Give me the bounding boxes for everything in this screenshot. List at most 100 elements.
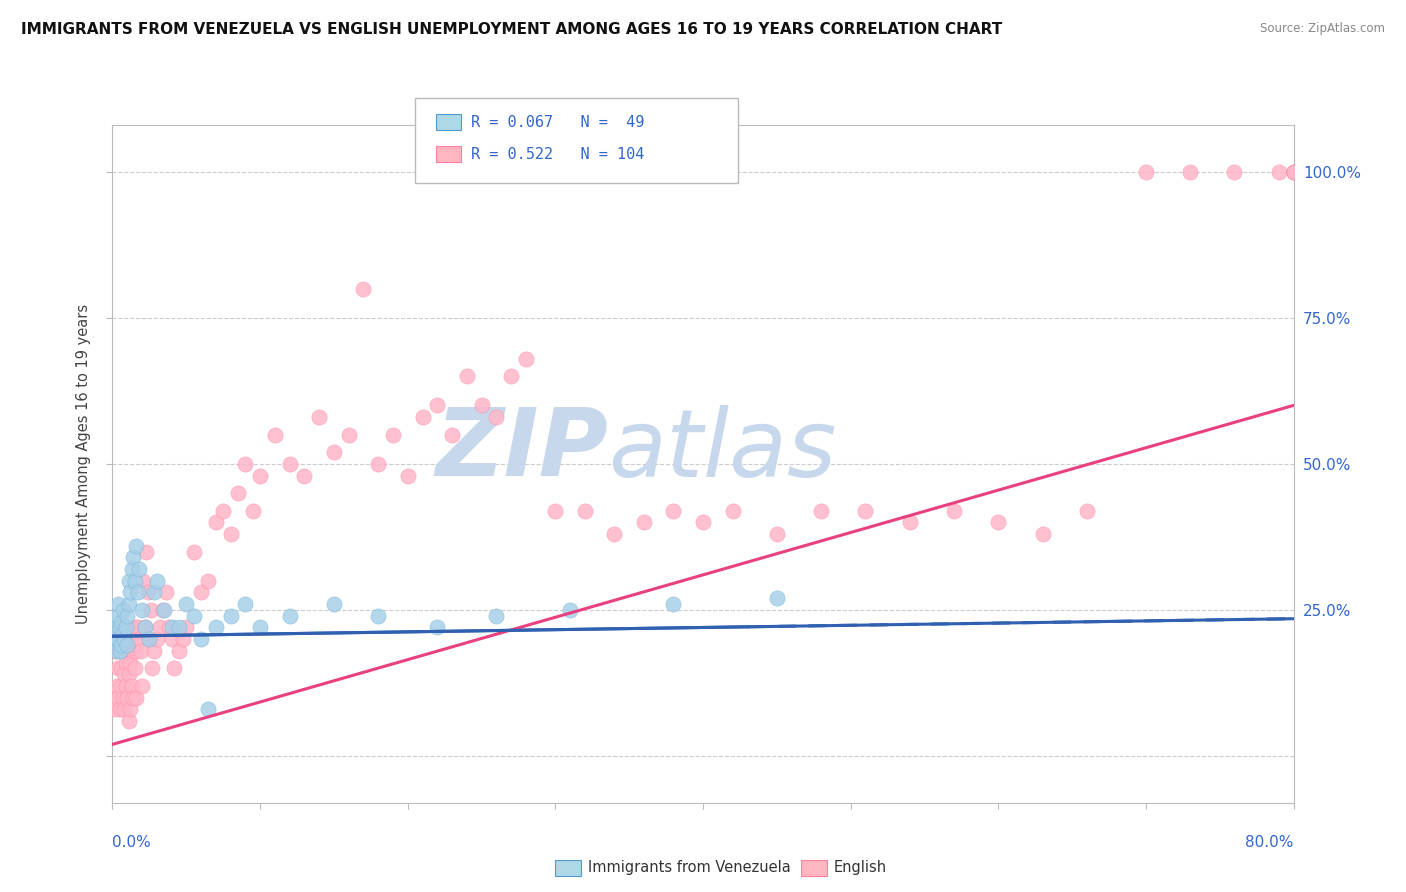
- Point: [146, 574, 169, 588]
- Point: [212, 503, 235, 517]
- Point: [152, 603, 174, 617]
- Point: [153, 603, 176, 617]
- Point: [396, 468, 419, 483]
- Point: [155, 585, 177, 599]
- Point: [633, 516, 655, 530]
- Point: [127, 620, 149, 634]
- Point: [125, 644, 148, 658]
- Point: [104, 702, 127, 716]
- Point: [810, 503, 832, 517]
- Point: [121, 632, 143, 647]
- Point: [120, 702, 142, 716]
- Point: [1282, 164, 1305, 178]
- Point: [219, 608, 242, 623]
- Point: [233, 457, 256, 471]
- Point: [205, 620, 228, 634]
- Point: [692, 516, 714, 530]
- Point: [987, 516, 1010, 530]
- Point: [118, 667, 141, 681]
- Point: [117, 690, 138, 705]
- Point: [264, 427, 287, 442]
- Point: [163, 661, 186, 675]
- Point: [131, 603, 153, 617]
- Point: [122, 690, 145, 705]
- Point: [219, 527, 242, 541]
- Point: [122, 550, 145, 565]
- Point: [118, 597, 141, 611]
- Point: [128, 562, 150, 576]
- Point: [105, 644, 128, 658]
- Point: [323, 445, 346, 459]
- Point: [721, 503, 744, 517]
- Point: [558, 603, 582, 617]
- Point: [456, 369, 478, 384]
- Point: [242, 503, 264, 517]
- Point: [104, 620, 127, 634]
- Text: R = 0.067   N =  49: R = 0.067 N = 49: [471, 115, 644, 129]
- Point: [1076, 503, 1098, 517]
- Text: Source: ZipAtlas.com: Source: ZipAtlas.com: [1260, 22, 1385, 36]
- Point: [121, 679, 143, 693]
- Point: [120, 585, 142, 599]
- Point: [167, 644, 190, 658]
- Point: [308, 410, 330, 425]
- Point: [149, 620, 172, 634]
- Point: [183, 544, 205, 558]
- Point: [124, 574, 146, 588]
- Point: [142, 585, 165, 599]
- Point: [107, 597, 129, 611]
- Point: [110, 638, 132, 652]
- Point: [662, 597, 685, 611]
- Point: [114, 656, 136, 670]
- Point: [112, 632, 135, 647]
- Point: [1282, 164, 1305, 178]
- Point: [1268, 164, 1291, 178]
- Point: [470, 398, 494, 412]
- Point: [128, 632, 150, 647]
- Point: [111, 644, 134, 658]
- Point: [544, 503, 567, 517]
- Point: [382, 427, 405, 442]
- Point: [134, 620, 156, 634]
- Point: [174, 597, 197, 611]
- Point: [1178, 164, 1201, 178]
- Point: [1032, 527, 1054, 541]
- Point: [124, 620, 146, 634]
- Point: [108, 620, 131, 634]
- Point: [1223, 164, 1246, 178]
- Point: [441, 427, 464, 442]
- Point: [172, 632, 194, 647]
- Point: [146, 632, 169, 647]
- Point: [132, 574, 155, 588]
- Point: [292, 468, 315, 483]
- Point: [141, 661, 163, 675]
- Point: [183, 608, 205, 623]
- Point: [501, 369, 523, 384]
- Point: [108, 644, 131, 658]
- Point: [112, 667, 135, 681]
- Point: [136, 585, 159, 599]
- Point: [249, 620, 271, 634]
- Point: [103, 690, 125, 705]
- Point: [205, 516, 228, 530]
- Point: [515, 351, 537, 366]
- Point: [127, 585, 149, 599]
- Point: [426, 398, 449, 412]
- Point: [426, 620, 449, 634]
- Text: R = 0.522   N = 104: R = 0.522 N = 104: [471, 147, 644, 161]
- Point: [125, 539, 148, 553]
- Point: [411, 410, 433, 425]
- Text: ZIP: ZIP: [436, 404, 609, 496]
- Point: [197, 574, 219, 588]
- Point: [138, 632, 160, 647]
- Text: 0.0%: 0.0%: [112, 836, 152, 850]
- Point: [122, 644, 145, 658]
- Point: [1282, 164, 1305, 178]
- Point: [111, 603, 134, 617]
- Point: [142, 644, 165, 658]
- Point: [117, 608, 138, 623]
- Point: [337, 427, 360, 442]
- Text: 80.0%: 80.0%: [1246, 836, 1294, 850]
- Point: [117, 644, 138, 658]
- Point: [485, 410, 508, 425]
